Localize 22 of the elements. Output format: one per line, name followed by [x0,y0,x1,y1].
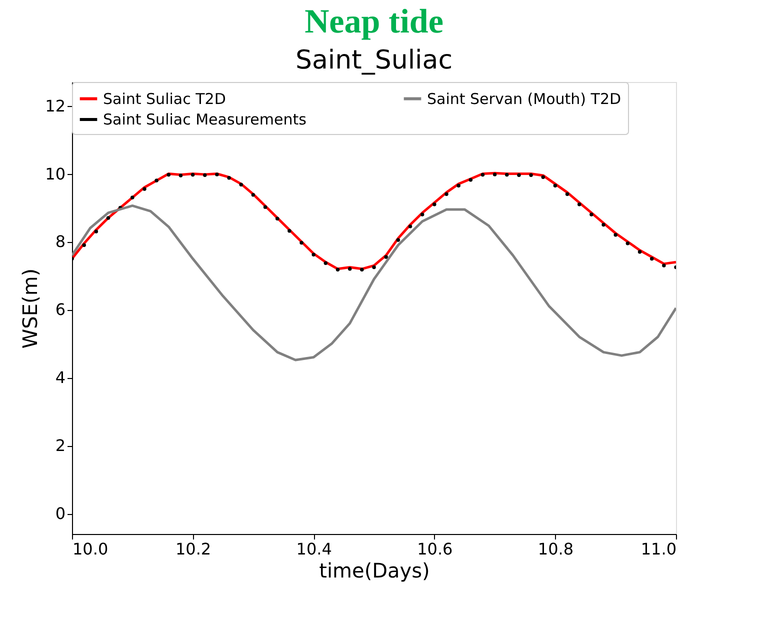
legend-label: Saint Servan (Mouth) T2D [427,90,622,108]
y-tick-label: 8 [55,232,66,252]
legend-label: Saint Suliac T2D [103,90,226,108]
y-tick-label: 4 [55,368,66,388]
legend-label: Saint Suliac Measurements [103,110,307,128]
x-tick-label: 10.0 [72,540,108,558]
line-series [72,172,676,270]
line-series [72,204,676,362]
x-tick-label: 11.0 [640,540,676,558]
y-tick-label: 12 [45,96,66,116]
y-axis-title: WSE(m) [18,268,42,349]
x-tick-label: 10.2 [175,540,212,558]
chart-subtitle: Saint_Suliac [296,46,452,76]
x-tick-label: 10.8 [538,540,574,558]
x-axis-title: time(Days) [319,558,430,582]
chart-title: Neap tide [304,4,444,40]
y-tick-label: 10 [45,164,66,184]
y-tick-label: 6 [55,300,66,320]
x-tick-label: 10.4 [296,540,332,558]
y-tick-label: 2 [55,436,66,456]
x-tick-label: 10.6 [417,540,453,558]
y-tick-label: 0 [55,504,66,524]
